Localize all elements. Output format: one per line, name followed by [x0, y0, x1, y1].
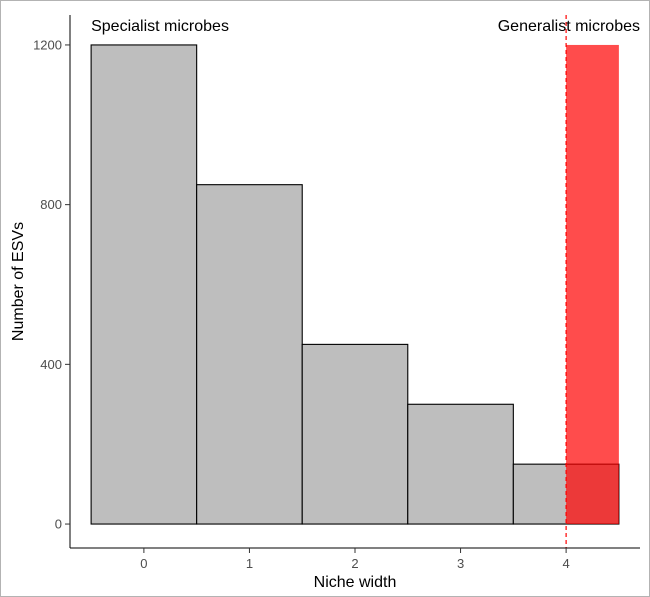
y-tick-label: 0	[55, 517, 62, 532]
x-tick-label: 2	[351, 556, 358, 571]
bar-0	[90, 44, 198, 525]
x-axis-title: Niche width	[314, 574, 397, 591]
generalist-highlight-band	[566, 44, 619, 525]
bars-layer	[90, 44, 620, 525]
bar-3	[407, 403, 514, 525]
x-tick-label: 4	[562, 556, 569, 571]
bar-1	[196, 184, 303, 525]
bar-2	[301, 343, 409, 525]
y-ticks: 0 400 800 1200	[33, 37, 70, 532]
specialist-annotation: Specialist microbes	[91, 18, 229, 35]
y-tick-label: 400	[40, 357, 62, 372]
y-tick-label: 1200	[33, 37, 62, 52]
annotations: Specialist microbes Generalist microbes	[91, 18, 640, 35]
y-axis-title: Number of ESVs	[10, 222, 27, 341]
highlight-layer	[565, 15, 619, 548]
y-tick-label: 800	[40, 197, 62, 212]
generalist-annotation: Generalist microbes	[498, 18, 640, 35]
x-ticks: 0 1 2 3 4	[140, 548, 570, 571]
x-tick-label: 3	[457, 556, 464, 571]
x-tick-label: 0	[140, 556, 147, 571]
x-tick-label: 1	[246, 556, 253, 571]
